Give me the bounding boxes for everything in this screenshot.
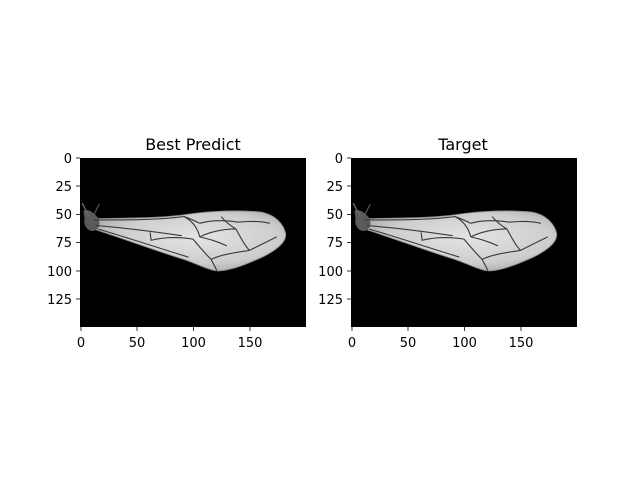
- x-tick-label: 50: [400, 336, 417, 351]
- y-axis: [347, 157, 351, 300]
- y-tick-label: 50: [326, 208, 343, 223]
- y-tick-label: 100: [318, 265, 343, 280]
- x-tick-label: 50: [129, 336, 146, 351]
- x-tick-label: 0: [77, 336, 85, 351]
- y-tick-label: 125: [47, 293, 72, 308]
- y-tick-label: 25: [55, 180, 72, 195]
- x-tick-label: 150: [509, 336, 534, 351]
- x-axis: [80, 327, 251, 331]
- panel-best-predict: Best Predict 0 25 50 75 100 125 0 50 100: [47, 135, 306, 351]
- wing-image: [351, 158, 577, 327]
- y-tick-label: 75: [326, 236, 343, 251]
- y-tick-label: 0: [335, 152, 343, 167]
- y-tick-label: 100: [47, 265, 72, 280]
- y-tick-label: 25: [326, 180, 343, 195]
- x-axis: [351, 327, 522, 331]
- y-tick-label: 125: [318, 293, 343, 308]
- panel-title: Target: [437, 135, 488, 154]
- y-tick-label: 50: [55, 208, 72, 223]
- y-tick-label: 0: [64, 152, 72, 167]
- x-tick-label: 100: [181, 336, 206, 351]
- x-tick-label: 0: [348, 336, 356, 351]
- wing-image: [80, 158, 306, 327]
- y-axis: [76, 157, 80, 300]
- x-tick-label: 100: [452, 336, 477, 351]
- panel-target: Target 0 25 50 75 100 125 0 50 100 150: [318, 135, 577, 351]
- y-tick-label: 75: [55, 236, 72, 251]
- x-tick-label: 150: [238, 336, 263, 351]
- panel-title: Best Predict: [145, 135, 241, 154]
